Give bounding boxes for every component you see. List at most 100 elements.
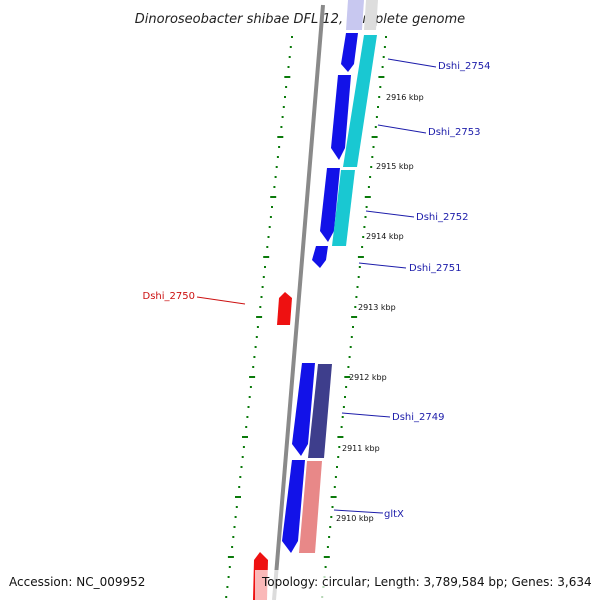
- minor-tick: [228, 566, 231, 568]
- gene-dshi-2753-forward[interactable]: [331, 75, 351, 160]
- minor-tick: [256, 326, 259, 328]
- kbp-label: 2916 kbp: [386, 93, 424, 102]
- minor-tick: [350, 336, 353, 338]
- minor-tick: [247, 406, 250, 408]
- gene-leader-line: [333, 509, 384, 514]
- major-tick: [284, 76, 291, 78]
- minor-tick: [324, 566, 327, 568]
- minor-tick: [358, 266, 361, 268]
- minor-tick: [333, 486, 336, 488]
- minor-tick: [287, 66, 290, 68]
- minor-tick: [275, 166, 278, 168]
- map-title: Dinoroseobacter shibae DFL 12, complete …: [135, 12, 465, 27]
- gene-dshi-2750-reverse[interactable]: [277, 292, 292, 325]
- minor-tick: [379, 86, 382, 88]
- minor-tick: [361, 246, 364, 248]
- minor-tick: [226, 586, 229, 588]
- major-tick: [371, 136, 378, 138]
- minor-tick: [276, 156, 279, 158]
- gene-dshi-2752-cyan[interactable]: [332, 170, 355, 246]
- minor-tick: [288, 56, 291, 58]
- minor-tick: [274, 176, 277, 178]
- minor-tick: [245, 426, 248, 428]
- gene-dshi-2754-cyan[interactable]: [343, 35, 377, 167]
- major-tick: [344, 376, 351, 378]
- minor-tick: [364, 216, 367, 218]
- gene-label[interactable]: gltX: [384, 509, 404, 520]
- minor-tick: [268, 226, 271, 228]
- minor-tick: [344, 396, 346, 398]
- minor-tick: [246, 416, 249, 418]
- minor-tick: [383, 46, 386, 48]
- minor-tick: [231, 546, 234, 548]
- minor-tick: [329, 526, 332, 528]
- minor-tick: [377, 106, 379, 108]
- minor-tick: [255, 336, 258, 338]
- minor-tick: [340, 426, 343, 428]
- gene-partial-top-2[interactable]: [364, 0, 378, 30]
- minor-tick: [354, 306, 357, 308]
- minor-tick: [357, 276, 360, 278]
- minor-tick: [227, 576, 230, 578]
- major-tick: [351, 316, 358, 318]
- gene-label[interactable]: Dshi_2752: [416, 212, 468, 223]
- minor-tick: [269, 216, 272, 218]
- minor-tick: [334, 476, 337, 478]
- minor-tick: [249, 386, 252, 388]
- minor-tick: [336, 466, 338, 468]
- gene-label[interactable]: Dshi_2749: [392, 412, 444, 423]
- genome-backbone: [272, 4, 325, 600]
- gene-leader-line: [358, 262, 407, 269]
- gene-label[interactable]: Dshi_2754: [438, 61, 490, 72]
- gene-dshi-2751-forward[interactable]: [312, 246, 328, 268]
- gene-leader-line: [365, 210, 415, 218]
- gene-dshi-2752-forward[interactable]: [320, 168, 340, 242]
- minor-tick: [338, 446, 341, 448]
- minor-tick: [374, 126, 377, 128]
- minor-tick: [232, 536, 235, 538]
- minor-tick: [378, 96, 381, 98]
- major-tick: [263, 256, 270, 258]
- major-tick: [270, 196, 277, 198]
- major-tick: [357, 256, 364, 258]
- gene-label[interactable]: Dshi_2751: [409, 263, 461, 274]
- minor-tick: [235, 506, 238, 508]
- minor-tick: [278, 146, 281, 148]
- minor-tick: [337, 456, 340, 458]
- gene-label[interactable]: Dshi_2753: [428, 127, 480, 138]
- minor-tick: [326, 546, 329, 548]
- minor-tick: [285, 86, 288, 88]
- minor-tick: [385, 36, 387, 38]
- gene-partial-top[interactable]: [346, 0, 364, 30]
- gene-label[interactable]: Dshi_2750: [143, 291, 195, 302]
- minor-tick: [328, 536, 331, 538]
- major-tick: [227, 556, 234, 558]
- gene-dshi-2749-purple[interactable]: [308, 364, 332, 458]
- minor-tick: [375, 116, 378, 118]
- kbp-label: 2912 kbp: [349, 373, 387, 382]
- minor-tick: [271, 206, 273, 208]
- minor-tick: [284, 96, 286, 98]
- gene-dshi-2749-forward[interactable]: [292, 363, 315, 456]
- gene-gltx-pink[interactable]: [299, 461, 322, 553]
- accession-text: Accession: NC_009952: [9, 575, 145, 589]
- minor-tick: [254, 346, 257, 348]
- kbp-label: 2910 kbp: [336, 514, 374, 523]
- minor-tick: [342, 406, 345, 408]
- minor-tick: [352, 326, 354, 328]
- minor-tick: [355, 296, 358, 298]
- kbp-label: 2915 kbp: [376, 162, 414, 171]
- minor-tick: [242, 446, 245, 448]
- kbp-label: 2914 kbp: [366, 232, 404, 241]
- minor-tick: [238, 486, 241, 488]
- footer-backdrop: [255, 570, 600, 600]
- major-tick: [277, 136, 284, 138]
- gene-dshi-2754-forward[interactable]: [341, 33, 358, 72]
- gene-gltx-forward[interactable]: [282, 460, 305, 553]
- minor-tick: [331, 506, 334, 508]
- minor-tick: [291, 36, 293, 38]
- minor-tick: [370, 166, 373, 168]
- minor-tick: [233, 526, 236, 528]
- gene-leader-line: [196, 296, 246, 305]
